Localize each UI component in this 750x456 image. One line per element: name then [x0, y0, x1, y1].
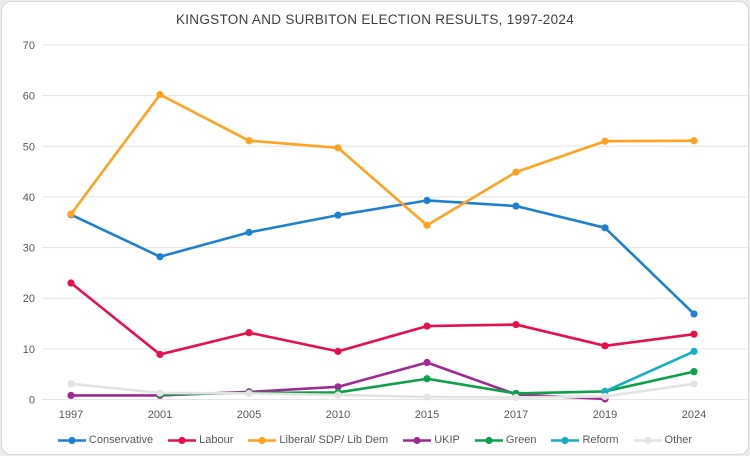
series-line — [69, 93, 696, 227]
data-point — [423, 322, 431, 330]
data-point — [601, 137, 609, 145]
series-line — [603, 350, 696, 393]
legend-marker-icon — [551, 436, 580, 444]
legend-item-conservative: Conservative — [57, 434, 154, 446]
legend-marker-icon — [633, 436, 662, 444]
legend-item-ukip: UKIP — [403, 434, 460, 446]
data-point — [245, 389, 253, 398]
legend-marker-icon — [57, 436, 86, 444]
data-point — [601, 224, 609, 232]
data-point — [690, 347, 698, 355]
legend-marker-icon — [248, 436, 277, 444]
legend-label: Labour — [199, 434, 234, 446]
series-conservative — [67, 196, 698, 318]
y-axis-tick-50: 50 — [23, 141, 35, 153]
data-point — [334, 347, 342, 355]
y-axis-tick-20: 20 — [23, 293, 35, 305]
series-liberal-sdp-lib-dem — [67, 91, 698, 229]
y-axis-tick-70: 70 — [23, 40, 35, 52]
series-other — [67, 380, 698, 402]
data-point — [156, 91, 164, 99]
data-point — [423, 358, 431, 367]
data-point — [245, 137, 253, 145]
data-point — [690, 380, 698, 388]
legend-label: UKIP — [434, 434, 460, 446]
data-point — [67, 279, 75, 287]
legend-marker-icon — [168, 436, 197, 444]
data-point — [156, 389, 164, 397]
chart-legend: Conservative Labour Liberal/ SDP/ Lib Dem U… — [2, 434, 748, 446]
legend-marker-icon — [403, 436, 432, 444]
series-line — [69, 382, 696, 399]
x-axis-tick-2015: 2015 — [415, 409, 439, 421]
data-point — [245, 329, 253, 337]
data-point — [67, 210, 75, 218]
series-line — [69, 199, 696, 316]
x-axis-tick-2005: 2005 — [237, 409, 261, 421]
legend-item-liberal-sdp-lib-dem: Liberal/ SDP/ Lib Dem — [248, 434, 388, 446]
y-axis-tick-10: 10 — [23, 344, 35, 356]
data-point — [156, 253, 164, 261]
y-axis-tick-60: 60 — [23, 91, 35, 103]
legend-label: Conservative — [88, 434, 154, 446]
series-reform — [601, 347, 698, 395]
x-axis-tick-2024: 2024 — [682, 409, 706, 421]
data-point — [423, 221, 431, 229]
data-point — [423, 196, 431, 205]
legend-item-reform: Reform — [551, 434, 619, 446]
data-point — [423, 375, 431, 383]
data-point — [512, 393, 520, 402]
data-point — [156, 350, 164, 359]
x-axis-tick-2001: 2001 — [148, 409, 172, 421]
legend-label: Other — [664, 434, 693, 446]
data-point — [512, 202, 520, 210]
data-point — [601, 342, 609, 350]
legend-label: Reform — [582, 434, 619, 446]
data-point — [334, 211, 342, 219]
data-point — [690, 330, 698, 338]
legend-marker-icon — [474, 436, 503, 444]
legend-item-green: Green — [474, 434, 537, 446]
data-point — [423, 393, 431, 401]
x-axis-tick-2017: 2017 — [504, 409, 528, 421]
legend-label: Green — [505, 434, 537, 446]
data-point — [601, 387, 609, 395]
legend-item-labour: Labour — [168, 434, 233, 446]
data-point — [334, 144, 342, 152]
data-point — [67, 380, 75, 388]
data-point — [67, 391, 75, 400]
series-line — [69, 281, 696, 356]
data-point — [334, 383, 342, 391]
data-point — [334, 391, 342, 399]
y-axis-tick-0: 0 — [29, 395, 35, 407]
y-axis-tick-40: 40 — [23, 192, 35, 204]
data-point — [690, 368, 698, 376]
data-point — [690, 137, 698, 145]
y-axis-tick-30: 30 — [23, 243, 35, 255]
data-point — [512, 168, 520, 176]
data-point — [245, 228, 253, 236]
x-axis-tick-2010: 2010 — [326, 409, 350, 421]
data-point — [690, 310, 698, 318]
data-point — [512, 320, 520, 329]
x-axis-tick-2019: 2019 — [593, 409, 617, 421]
series-labour — [67, 279, 698, 359]
x-axis-tick-1997: 1997 — [59, 409, 83, 421]
chart-title: KINGSTON AND SURBITON ELECTION RESULTS, … — [175, 12, 575, 27]
data-point — [601, 392, 609, 401]
legend-item-other: Other — [633, 434, 693, 446]
legend-label: Liberal/ SDP/ Lib Dem — [279, 434, 389, 446]
